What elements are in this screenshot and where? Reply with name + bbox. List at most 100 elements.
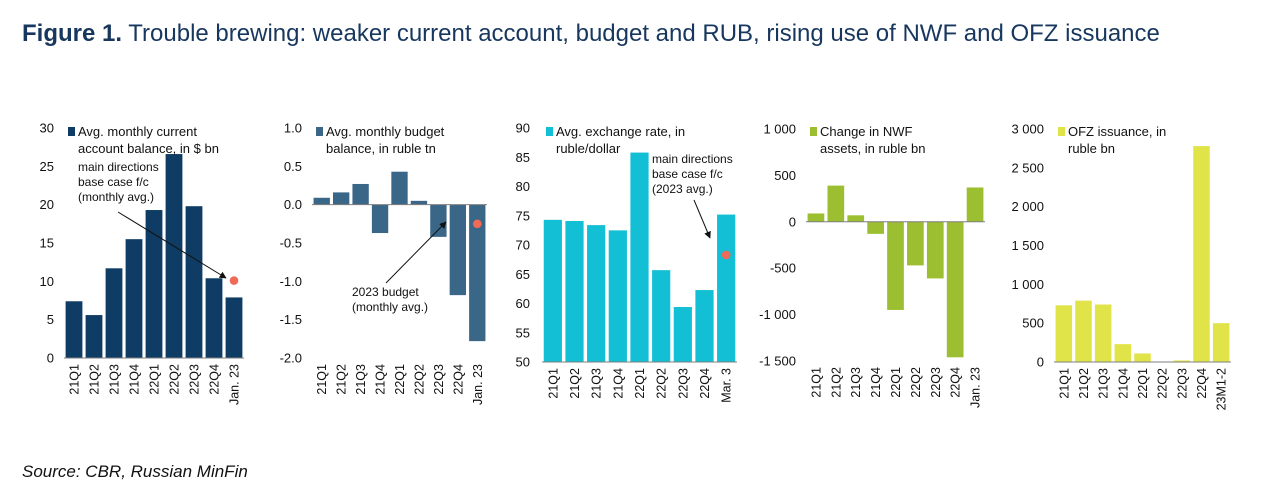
bar (1114, 344, 1132, 362)
xtick-label: 21Q3 (354, 364, 368, 395)
bar (1094, 304, 1112, 362)
forecast-marker (229, 276, 239, 285)
annotation-text: base case f/c (78, 175, 149, 189)
ytick-label: 15 (40, 236, 54, 251)
bar (827, 185, 845, 222)
xtick-label: 22Q3 (188, 364, 202, 395)
legend-label: Avg. monthly budget (326, 124, 445, 139)
bar (1055, 305, 1073, 362)
ytick-label: 75 (516, 208, 530, 223)
xtick-label: 21Q4 (869, 367, 883, 398)
legend-label: OFZ issuance, in (1068, 124, 1166, 139)
bar (887, 221, 904, 310)
xtick-label: 21Q1 (546, 368, 560, 399)
xtick-label: Jan. 23 (969, 367, 983, 408)
figure-title-text: Trouble brewing: weaker current account,… (128, 20, 1160, 47)
bar (185, 206, 203, 358)
bar (469, 204, 486, 342)
legend-label: Avg. monthly current (78, 124, 197, 139)
ytick-label: 500 (1022, 316, 1044, 331)
bar (926, 221, 944, 279)
xtick-label: 22Q2 (909, 367, 923, 398)
ytick-label: 1 000 (1011, 277, 1044, 292)
xtick-label: 21Q2 (335, 364, 349, 395)
legend-label: Avg. exchange rate, in (556, 124, 685, 139)
ytick-label: 5 (47, 312, 54, 327)
ytick-label: 25 (40, 159, 54, 174)
xtick-label: 21Q3 (1097, 368, 1111, 399)
xtick-label: 21Q2 (88, 364, 102, 395)
bar (125, 239, 143, 358)
xtick-label: 22Q4 (208, 364, 222, 395)
xtick-label: Mar. 3 (720, 368, 734, 403)
ytick-label: 55 (516, 325, 530, 340)
xtick-label: 21Q2 (568, 368, 582, 399)
bar (165, 154, 183, 358)
xtick-label: 22Q1 (1136, 368, 1150, 399)
ytick-label: 20 (40, 197, 54, 212)
ytick-label: -1 000 (759, 307, 796, 322)
ytick-label: 0.5 (284, 159, 302, 174)
ytick-label: 1 500 (1011, 238, 1044, 253)
bar (946, 221, 964, 358)
bar (205, 278, 223, 358)
bar (565, 221, 584, 362)
legend-label: assets, in ruble bn (820, 141, 926, 156)
xtick-label: 22Q4 (451, 364, 465, 395)
xtick-label: 21Q2 (1077, 368, 1091, 399)
bar (105, 268, 123, 358)
xtick-label: 22Q3 (929, 367, 943, 398)
bar (1075, 300, 1092, 362)
xtick-label: 22Q2 (412, 364, 426, 395)
xtick-label: 21Q3 (590, 368, 604, 399)
ytick-label: -1 500 (759, 354, 796, 369)
xtick-label: 22Q1 (889, 367, 903, 398)
legend-label: Change in NWF (820, 124, 913, 139)
xtick-label: 21Q1 (68, 364, 82, 395)
ytick-label: 0 (47, 351, 54, 366)
bar (1212, 323, 1230, 362)
figure-title: Figure 1. Trouble brewing: weaker curren… (22, 18, 1242, 50)
bar (145, 210, 163, 358)
ytick-label: 2 500 (1011, 160, 1044, 175)
ytick-label: 30 (40, 121, 54, 136)
bar (543, 219, 562, 362)
bar (652, 270, 671, 362)
xtick-label: 22Q1 (633, 368, 647, 399)
ytick-label: 50 (516, 355, 530, 370)
bar (391, 171, 408, 205)
annotation-text: main directions (652, 152, 733, 166)
ytick-label: 0 (1037, 355, 1044, 370)
ytick-label: 1.0 (284, 121, 302, 136)
bar (1193, 146, 1210, 362)
legend-swatch (316, 127, 323, 136)
ytick-label: 10 (40, 274, 54, 289)
xtick-label: 21Q4 (374, 364, 388, 395)
annotation-arrow (385, 221, 447, 284)
forecast-marker (472, 219, 482, 229)
annotation-text: main directions (78, 160, 159, 174)
forecast-marker (721, 250, 731, 260)
xtick-label: 21Q1 (1057, 368, 1071, 399)
ytick-label: 60 (516, 296, 530, 311)
xtick-label: 22Q2 (1156, 368, 1170, 399)
xtick-label: Jan. 23 (471, 364, 485, 405)
figure-label: Figure 1. (22, 20, 123, 47)
xtick-label: 23M1-2 (1215, 368, 1229, 410)
bar (352, 183, 369, 205)
xtick-label: 22Q4 (949, 367, 963, 398)
bar (225, 297, 243, 358)
legend-swatch (68, 127, 75, 136)
ytick-label: 80 (516, 179, 530, 194)
annotation-text: (2023 avg.) (652, 182, 713, 196)
legend-swatch (1058, 127, 1065, 136)
annotation-text: (monthly avg.) (78, 190, 154, 204)
bar (85, 315, 103, 358)
ytick-label: -0.5 (280, 236, 302, 251)
bar (1134, 353, 1151, 362)
xtick-label: 21Q3 (108, 364, 122, 395)
bar (333, 192, 350, 205)
xtick-label: 22Q1 (393, 364, 407, 395)
ytick-label: 1 000 (763, 122, 796, 137)
bar (630, 152, 649, 362)
